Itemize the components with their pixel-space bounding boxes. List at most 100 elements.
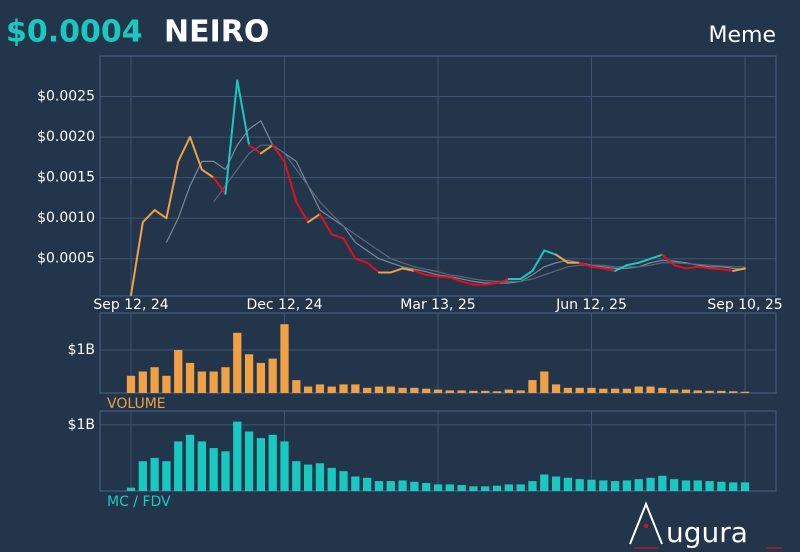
bar <box>540 371 549 393</box>
bar <box>740 482 750 491</box>
price-segment <box>437 275 451 279</box>
bar <box>599 480 608 491</box>
price-segment <box>307 213 321 224</box>
panel-title: MC / FDV <box>107 494 171 510</box>
bar <box>457 485 466 491</box>
price-segment <box>661 253 676 267</box>
y-tick-label: $0.0010 <box>37 210 95 226</box>
bar <box>244 354 254 393</box>
price-segment <box>590 265 605 270</box>
bar <box>398 480 407 491</box>
y-tick-label: $1B <box>68 417 95 433</box>
bar <box>209 371 218 393</box>
price-segment <box>141 209 156 224</box>
bar <box>233 332 242 393</box>
bar <box>374 386 384 393</box>
bar <box>339 471 348 491</box>
x-tick-label: Dec 12, 24 <box>246 297 322 313</box>
bar <box>138 461 147 491</box>
bar <box>634 479 643 491</box>
bar <box>587 387 596 393</box>
x-tick-label: Jun 12, 25 <box>555 297 627 313</box>
bar <box>327 386 336 393</box>
moving-average <box>213 144 745 283</box>
bar <box>126 487 136 491</box>
price: $0.0004 <box>6 15 143 50</box>
bar <box>351 476 360 491</box>
bar <box>363 477 372 491</box>
bar <box>221 367 230 393</box>
bar <box>363 387 372 393</box>
price-segment <box>295 200 310 224</box>
price-segment <box>177 136 192 163</box>
moving-average <box>165 119 746 284</box>
price-segment <box>401 267 416 272</box>
bar <box>386 386 395 393</box>
bar <box>197 441 206 491</box>
bar <box>162 461 171 491</box>
bar <box>138 371 147 393</box>
bar <box>433 484 443 491</box>
bar <box>197 371 206 393</box>
bar <box>610 388 620 393</box>
logo: ugura <box>629 501 782 549</box>
price-segment <box>271 144 286 163</box>
price-segment <box>413 269 428 276</box>
bar <box>693 390 702 393</box>
bar <box>516 390 525 393</box>
price-segment <box>342 237 357 260</box>
bar <box>374 481 384 491</box>
bar <box>386 481 395 491</box>
bar <box>351 384 360 393</box>
bar <box>398 387 407 393</box>
bar <box>563 477 573 491</box>
bar <box>705 481 714 491</box>
price-segment <box>259 144 274 155</box>
bar <box>233 421 242 491</box>
bar <box>516 484 525 491</box>
price-segment <box>519 269 534 280</box>
price-segment <box>543 249 558 256</box>
price-segment <box>732 267 746 272</box>
price-segment <box>649 253 664 260</box>
bar <box>622 388 632 393</box>
bar <box>681 480 691 491</box>
bar <box>658 475 667 491</box>
bar <box>504 389 513 393</box>
price-segment <box>366 261 380 274</box>
bar <box>244 431 254 491</box>
bar <box>646 477 655 491</box>
price-segment <box>696 265 711 270</box>
bar <box>174 349 183 393</box>
bar <box>492 391 502 393</box>
price-segment <box>555 253 569 264</box>
bar <box>551 476 561 491</box>
price-segment <box>637 257 652 264</box>
bar <box>150 367 159 393</box>
price-segment <box>578 261 593 268</box>
bar <box>705 390 714 393</box>
x-tick-label: Sep 12, 24 <box>93 297 168 313</box>
bar <box>174 441 183 491</box>
price-segment <box>224 79 239 195</box>
bar <box>303 386 313 393</box>
bar <box>610 481 620 491</box>
panel-title: VOLUME <box>107 396 166 412</box>
x-tick-label: Mar 13, 25 <box>400 297 475 313</box>
bar <box>717 481 726 491</box>
bar <box>292 380 301 393</box>
bar <box>599 388 608 393</box>
bar <box>622 480 632 491</box>
bar <box>303 464 313 491</box>
bar <box>634 386 643 393</box>
price-segment <box>354 257 369 264</box>
price-segment <box>165 160 180 220</box>
bar <box>717 390 726 393</box>
price-segment <box>602 267 617 272</box>
bar <box>563 387 573 393</box>
price-segment <box>200 168 215 179</box>
bar <box>280 441 289 491</box>
bar <box>729 391 738 393</box>
bar <box>658 387 667 393</box>
price-segment <box>484 282 499 286</box>
